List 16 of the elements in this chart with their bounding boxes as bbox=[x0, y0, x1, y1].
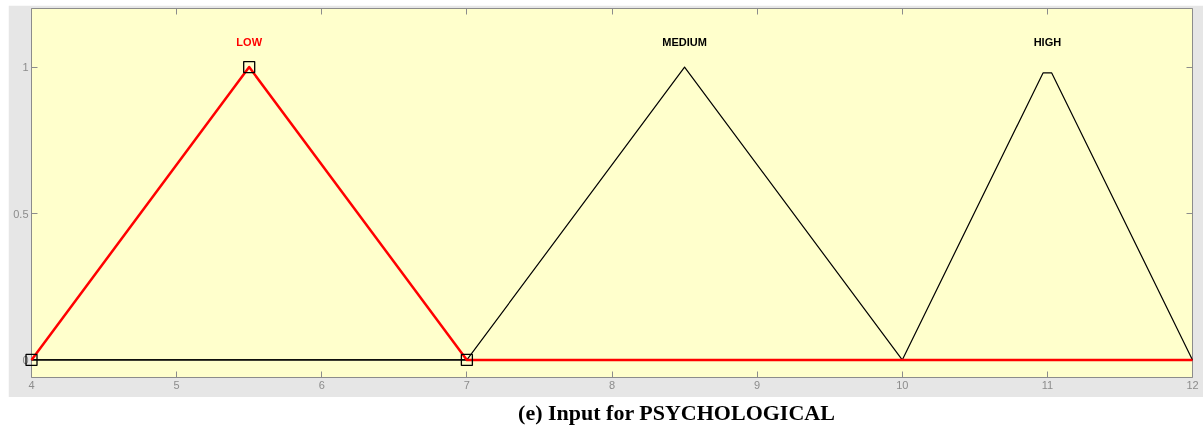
text: (e) Input for PSYCHOLOGICAL bbox=[518, 399, 835, 427]
x-tick-label: 12 bbox=[1186, 378, 1199, 391]
x-tick-label: 10 bbox=[896, 378, 909, 391]
x-tick-label: 7 bbox=[463, 378, 470, 391]
x-tick-label: 4 bbox=[28, 378, 35, 391]
y-tick-label: 0 bbox=[22, 353, 29, 366]
text: HIGH bbox=[1033, 35, 1062, 48]
x-tick-label: 5 bbox=[173, 378, 180, 391]
x-tick-label: 8 bbox=[608, 378, 616, 391]
x-tick-label: 11 bbox=[1041, 378, 1054, 391]
x-tick-label: 6 bbox=[318, 378, 325, 391]
text: MEDIUM bbox=[662, 35, 707, 48]
text: LOW bbox=[236, 35, 263, 48]
y-tick-label: 0.5 bbox=[13, 207, 29, 220]
y-tick-label: 1 bbox=[22, 61, 29, 74]
x-tick-label: 9 bbox=[754, 378, 761, 391]
